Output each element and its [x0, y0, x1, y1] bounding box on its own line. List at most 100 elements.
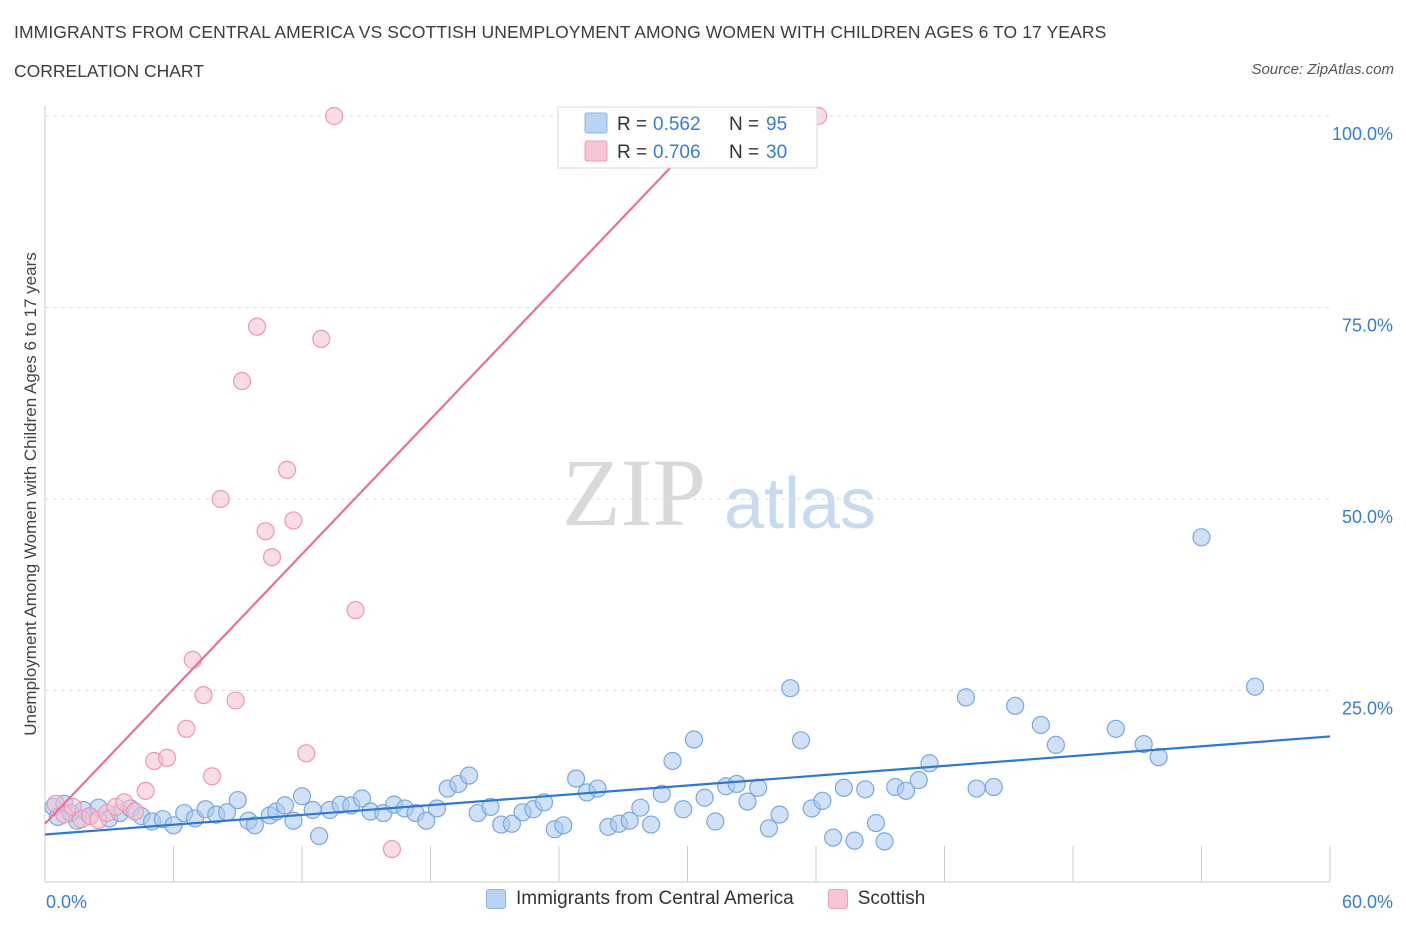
point-central-america-82: [875, 832, 894, 851]
series-legend: Immigrants from Central America Scottish: [486, 888, 959, 910]
chart-title: IMMIGRANTS FROM CENTRAL AMERICA VS SCOTT…: [14, 22, 1107, 42]
point-scottish-19: [232, 371, 252, 391]
point-central-america-29: [310, 826, 329, 846]
stats-n-value-pink: 30: [766, 142, 787, 163]
point-central-america-88: [967, 779, 986, 798]
point-central-america-97: [1245, 677, 1265, 696]
stats-r-label-pink: R =: [617, 142, 647, 163]
legend-item-central-america: Immigrants from Central America: [486, 888, 794, 910]
legend-label-central-america: Immigrants from Central America: [516, 888, 794, 909]
series-central-america-points: [44, 528, 1265, 851]
y-tick-label-50: 50.0%: [1342, 507, 1393, 527]
point-central-america-73: [781, 679, 800, 698]
x-tick-label-min: 0.0%: [46, 892, 87, 912]
point-central-america-78: [834, 778, 853, 797]
legend-label-scottish: Scottish: [857, 888, 926, 909]
chart-subtitle: CORRELATION CHART: [14, 61, 204, 81]
legend-item-scottish: Scottish: [827, 888, 926, 910]
point-central-america-63: [674, 800, 693, 819]
point-central-america-74: [791, 731, 811, 750]
point-scottish-25: [297, 744, 316, 763]
point-central-america-59: [631, 798, 650, 817]
point-central-america-81: [866, 813, 886, 833]
legend-swatch-blue: [486, 889, 506, 909]
series-scottish-points: [46, 106, 828, 859]
point-central-america-25: [275, 796, 294, 815]
point-central-america-55: [588, 779, 607, 798]
y-tick-label-100: 100.0%: [1332, 124, 1393, 144]
point-central-america-87: [956, 688, 976, 707]
point-central-america-95: [1149, 748, 1168, 767]
point-central-america-93: [1106, 719, 1125, 738]
stats-legend: R = 0.562 N = 95 R = 0.706 N = 30: [557, 106, 818, 169]
point-scottish-14: [183, 650, 202, 669]
stats-r-value-blue: 0.562: [653, 114, 701, 135]
point-central-america-62: [663, 751, 682, 771]
point-central-america-86: [920, 754, 939, 773]
x-tick-label-max: 60.0%: [1342, 892, 1393, 912]
point-central-america-45: [481, 797, 500, 817]
point-scottish-17: [211, 489, 230, 509]
point-scottish-13: [177, 719, 196, 738]
point-central-america-50: [534, 793, 554, 812]
point-central-america-71: [759, 819, 778, 838]
point-central-america-43: [459, 766, 479, 785]
watermark-atlas: atlas: [724, 464, 876, 544]
point-scottish-10: [136, 781, 155, 800]
trendline-scottish: [44, 115, 721, 825]
point-scottish-18: [226, 691, 245, 710]
point-central-america-64: [684, 730, 704, 749]
legend-swatch-pink: [827, 889, 848, 909]
point-central-america-58: [620, 811, 639, 830]
point-central-america-61: [652, 784, 671, 804]
point-scottish-21: [256, 522, 275, 541]
point-central-america-84: [896, 781, 916, 800]
watermark-zip: ZIP: [562, 439, 706, 546]
point-central-america-96: [1192, 528, 1211, 547]
y-tick-label-25: 25.0%: [1342, 699, 1393, 719]
stats-n-label-pink: N =: [729, 142, 759, 163]
y-axis-label: Unemployment Among Women with Children A…: [21, 252, 40, 736]
point-scottish-20: [247, 317, 267, 336]
point-central-america-40: [427, 799, 447, 818]
point-scottish-23: [277, 460, 297, 479]
source-credit: Source: ZipAtlas.com: [1251, 61, 1394, 78]
y-tick-labels: 25.0% 50.0% 75.0% 100.0%: [1332, 124, 1393, 719]
stats-n-label-blue: N =: [729, 114, 759, 135]
y-tick-label-75: 75.0%: [1342, 316, 1393, 336]
point-central-america-69: [738, 792, 757, 811]
stats-r-label-blue: R =: [617, 114, 647, 135]
point-central-america-94: [1134, 735, 1153, 754]
point-central-america-22: [245, 816, 264, 835]
stats-r-value-pink: 0.706: [653, 142, 701, 163]
point-scottish-16: [202, 767, 222, 786]
point-scottish-27: [325, 106, 344, 126]
point-central-america-79: [845, 831, 864, 850]
point-central-america-92: [1046, 735, 1065, 754]
zipatlas-watermark: ZIP atlas: [562, 439, 876, 546]
point-central-america-90: [1006, 696, 1025, 715]
point-central-america-76: [813, 791, 832, 810]
grid-lines: [45, 115, 1330, 691]
point-central-america-65: [695, 788, 714, 807]
point-central-america-66: [706, 812, 725, 831]
point-central-america-39: [417, 811, 436, 830]
stats-n-value-blue: 95: [766, 114, 787, 135]
point-central-america-53: [567, 769, 586, 788]
point-central-america-33: [352, 789, 372, 808]
point-central-america-68: [727, 774, 746, 794]
point-central-america-28: [303, 800, 322, 820]
trendline-central-america: [44, 735, 1331, 836]
point-central-america-80: [856, 780, 875, 799]
trendlines: [44, 115, 1331, 836]
point-scottish-22: [262, 548, 282, 567]
point-central-america-85: [909, 771, 928, 790]
point-central-america-91: [1031, 715, 1050, 735]
axes: [44, 106, 1331, 883]
point-scottish-12: [157, 748, 177, 768]
stats-swatch-blue: [584, 112, 608, 134]
point-central-america-52: [554, 816, 573, 835]
point-scottish-24: [284, 511, 303, 530]
point-central-america-47: [502, 814, 521, 833]
